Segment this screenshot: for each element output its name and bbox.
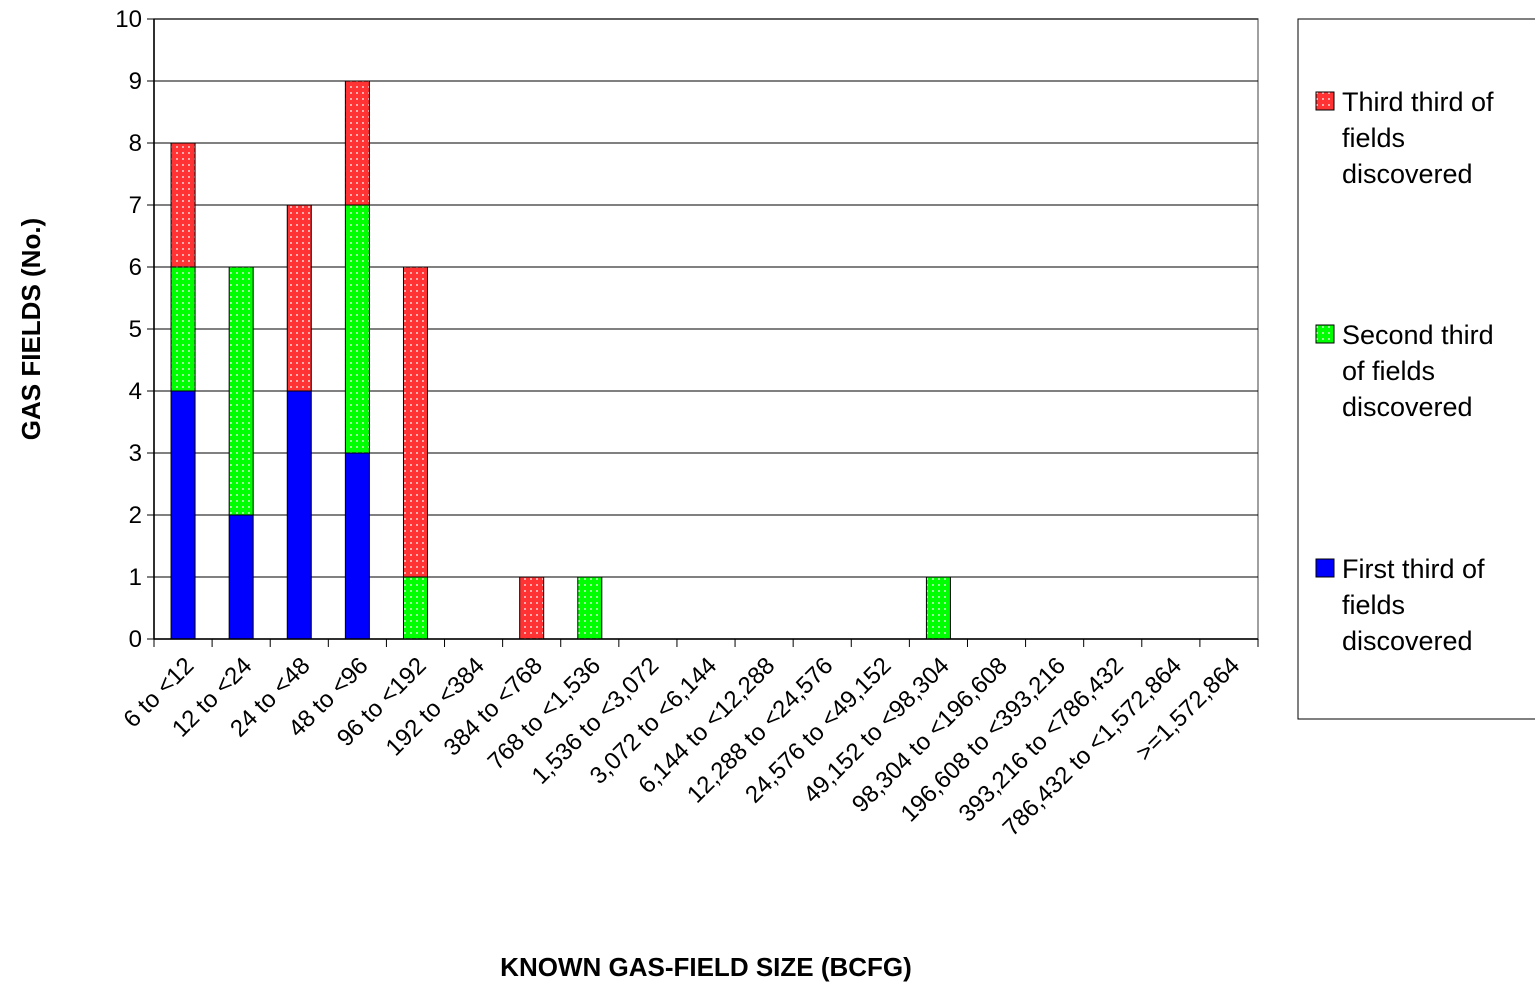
bar-third-third	[519, 576, 545, 640]
y-tick-label: 1	[129, 564, 142, 591]
bar-second-third	[402, 576, 428, 640]
legend-swatch-first-third	[1315, 558, 1335, 578]
bar-second-third	[170, 266, 196, 392]
y-tick-label: 10	[115, 6, 142, 33]
bar-first-third	[228, 514, 254, 640]
bar-first-third	[170, 390, 196, 640]
bar-first-third	[344, 452, 370, 640]
bar-first-third	[286, 390, 312, 640]
y-tick-label: 6	[129, 254, 142, 281]
legend: Third third of fields discovered Second thi…	[1297, 18, 1535, 720]
legend-swatch-second-third	[1315, 324, 1335, 344]
y-tick-label: 5	[129, 316, 142, 343]
bar-second-third	[344, 204, 370, 454]
bars	[170, 80, 951, 640]
bar-second-third	[577, 576, 603, 640]
axes	[147, 18, 1259, 647]
legend-label-third-third: Third third of fields discovered	[1342, 87, 1494, 189]
bar-third-third	[170, 142, 196, 268]
y-tick-label: 0	[129, 626, 142, 653]
bar-second-third	[228, 266, 254, 516]
y-tick-label: 2	[129, 502, 142, 529]
y-tick-label: 7	[129, 192, 142, 219]
legend-swatch-third-third	[1315, 91, 1335, 111]
y-axis-title: GAS FIELDS (No.)	[16, 218, 46, 440]
legend-label-first-third: First third of fields discovered	[1342, 554, 1485, 656]
gridlines	[154, 18, 1258, 578]
bar-third-third	[344, 80, 370, 206]
bar-third-third	[402, 266, 428, 578]
y-tick-label: 9	[129, 68, 142, 95]
y-tick-label: 8	[129, 130, 142, 157]
x-axis-title: KNOWN GAS-FIELD SIZE (BCFG)	[500, 952, 912, 982]
y-tick-labels: 0 1 2 3 4 5 6 7 8 9 10	[115, 6, 142, 653]
legend-box	[1297, 18, 1535, 720]
legend-label-second-third: Second third of fields discovered	[1342, 320, 1494, 422]
y-tick-label: 4	[129, 378, 142, 405]
bar-second-third	[925, 576, 951, 640]
y-tick-label: 3	[129, 440, 142, 467]
bar-third-third	[286, 204, 312, 392]
